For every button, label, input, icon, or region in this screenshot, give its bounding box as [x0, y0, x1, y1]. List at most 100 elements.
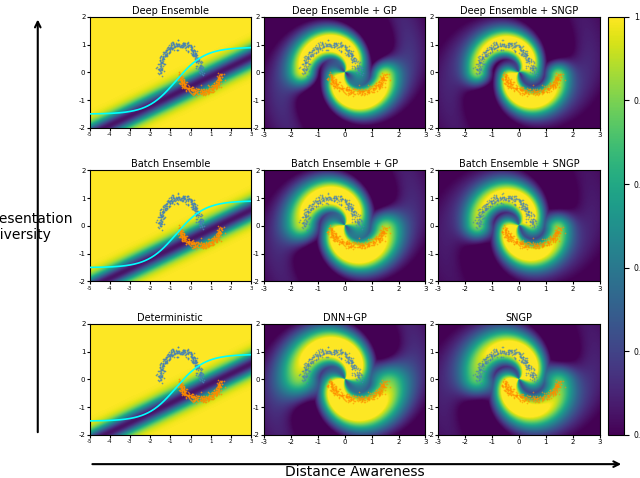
- Point: [303, 55, 313, 63]
- Point: [365, 85, 376, 92]
- Point: [550, 78, 560, 86]
- Point: [506, 198, 516, 206]
- Point: [553, 382, 563, 390]
- Point: [340, 352, 351, 359]
- Point: [355, 369, 365, 377]
- Point: [345, 49, 355, 56]
- Point: [193, 58, 203, 65]
- Point: [315, 191, 325, 199]
- Point: [550, 76, 561, 83]
- Point: [167, 352, 177, 360]
- Point: [501, 228, 511, 235]
- Point: [162, 204, 172, 212]
- Point: [189, 357, 200, 364]
- Point: [504, 193, 515, 200]
- Point: [548, 234, 558, 241]
- Point: [336, 195, 346, 203]
- Point: [182, 201, 193, 209]
- Point: [493, 349, 504, 357]
- Point: [298, 70, 308, 78]
- Point: [349, 207, 359, 215]
- Point: [344, 46, 354, 54]
- Point: [374, 83, 384, 91]
- Point: [191, 361, 201, 369]
- Point: [522, 201, 532, 209]
- Point: [509, 240, 519, 248]
- Point: [491, 351, 501, 358]
- Point: [322, 196, 332, 203]
- Point: [352, 217, 362, 225]
- Point: [214, 228, 224, 236]
- Point: [187, 46, 197, 54]
- Point: [376, 380, 387, 388]
- Point: [553, 383, 563, 391]
- Point: [516, 199, 526, 207]
- Point: [356, 71, 367, 79]
- Point: [175, 195, 185, 203]
- Point: [186, 240, 196, 248]
- Point: [314, 350, 324, 358]
- Point: [355, 222, 365, 229]
- Point: [329, 194, 339, 202]
- Point: [335, 238, 346, 246]
- Point: [555, 383, 565, 391]
- Point: [485, 49, 495, 57]
- Point: [186, 392, 196, 400]
- Point: [159, 220, 169, 228]
- Point: [310, 49, 321, 57]
- Point: [377, 75, 387, 82]
- Point: [180, 84, 190, 92]
- Point: [372, 389, 383, 397]
- Point: [349, 397, 359, 404]
- Point: [188, 87, 198, 95]
- Point: [305, 206, 316, 214]
- Point: [161, 359, 172, 367]
- Point: [497, 382, 508, 390]
- Point: [214, 382, 224, 390]
- Point: [511, 42, 522, 49]
- Point: [346, 206, 356, 214]
- Point: [367, 236, 377, 243]
- Point: [517, 87, 527, 95]
- Point: [188, 240, 198, 248]
- Point: [531, 373, 541, 380]
- Point: [528, 62, 538, 70]
- Point: [352, 371, 362, 379]
- Point: [166, 197, 176, 205]
- Point: [521, 56, 531, 64]
- Point: [188, 203, 198, 210]
- Point: [344, 86, 354, 93]
- Point: [160, 205, 170, 213]
- Point: [326, 232, 336, 240]
- Point: [170, 349, 180, 357]
- Point: [175, 196, 185, 204]
- Title: DNN+GP: DNN+GP: [323, 313, 367, 323]
- Point: [378, 381, 388, 389]
- Point: [191, 87, 202, 95]
- Point: [547, 234, 557, 242]
- Point: [527, 371, 538, 379]
- Point: [347, 395, 357, 403]
- Point: [382, 70, 392, 78]
- Point: [188, 203, 198, 211]
- Point: [196, 87, 207, 95]
- Point: [516, 391, 527, 398]
- Point: [326, 226, 337, 234]
- Point: [196, 388, 206, 396]
- Point: [482, 351, 492, 358]
- Point: [551, 229, 561, 237]
- Point: [189, 353, 199, 360]
- Point: [370, 82, 380, 89]
- Point: [328, 383, 339, 391]
- Point: [190, 243, 200, 250]
- Point: [331, 80, 341, 87]
- Point: [552, 234, 562, 242]
- Point: [527, 240, 537, 248]
- Point: [500, 379, 511, 387]
- Point: [474, 67, 484, 75]
- Point: [182, 48, 193, 55]
- Point: [553, 224, 563, 231]
- Point: [497, 40, 508, 48]
- Point: [168, 193, 179, 201]
- Point: [355, 87, 365, 94]
